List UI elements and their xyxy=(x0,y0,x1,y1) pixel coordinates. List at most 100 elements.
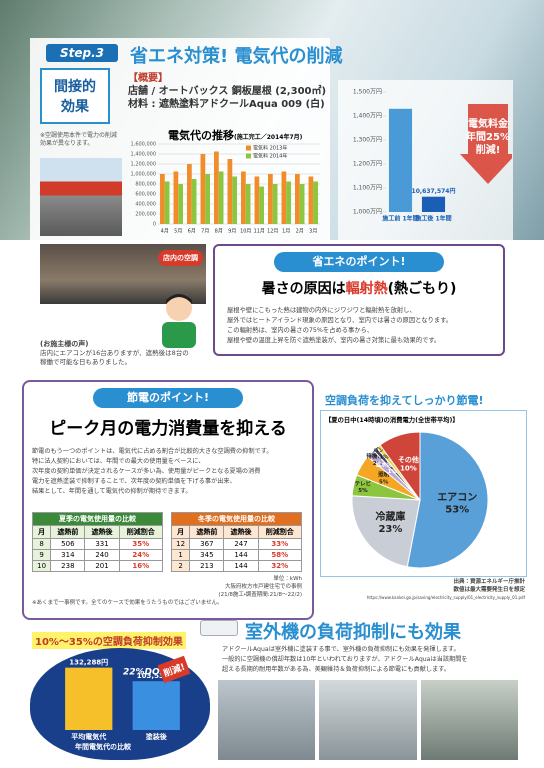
pie-heading: 空調負荷を抑えてしっかり節電! xyxy=(325,394,484,407)
table-cell: 9 xyxy=(31,549,52,561)
x-tick-label: 4月 xyxy=(161,229,169,235)
tables: 夏季の電気使用量の比較月遮熱前 遮熱後 削減割合 8 506 331 35% 9 314 240 2… xyxy=(31,512,303,572)
text-line: アドクールAquaは室外機に塗装する事で、室外機の負荷抑制にも効果を発揮します。 xyxy=(222,646,460,653)
x-tick-label: 10月 xyxy=(240,229,251,235)
point1-text: 屋根や壁にこもった熱は建物の内外にジワジワと輻射熱を放射し、 屋外ではヒートアイ… xyxy=(227,306,503,346)
photo xyxy=(218,680,316,760)
slice-label: テレビ xyxy=(355,479,372,487)
table-cell: 10 xyxy=(31,560,52,572)
x-tick-label: 施工後 1年間 xyxy=(415,215,451,223)
legend-swatch xyxy=(246,153,251,159)
point2-box: 節電のポイント! ピーク月の電力消費量を抑える 節電のもう一つのポイントは、電気… xyxy=(22,380,314,620)
pie-title: 【夏の日中(14時頃)の消費電力(全世帯平均)】 xyxy=(325,417,459,424)
table-row: 10 238 201 16% xyxy=(31,560,164,572)
point2-header: 節電のポイント! xyxy=(93,388,243,408)
y-tick-label: 1,000万円 xyxy=(353,209,382,216)
store-photo xyxy=(40,158,122,236)
annotation: 年間25% xyxy=(466,130,510,143)
overview: 【概要】 店舗 / オートバックス 銅板屋根 (2,300㎡) 材料 : 遮熱塗… xyxy=(128,72,326,111)
table-cell: 247 xyxy=(223,538,259,550)
y-tick-label: 600,000 xyxy=(135,192,156,198)
y-tick-label: 1,400,000 xyxy=(131,152,156,158)
headline-part: 暑さの原因は xyxy=(261,281,346,297)
y-tick-label: 1,400万円 xyxy=(353,113,382,120)
x-tick-label: 9月 xyxy=(228,229,236,235)
source-line: 数値は最大需要発生日を想定 xyxy=(453,587,525,593)
hair xyxy=(166,294,192,304)
table-cell: 1 xyxy=(170,549,191,561)
badge-line: 間接的 xyxy=(54,79,96,95)
person-illustration xyxy=(162,294,196,348)
bar xyxy=(295,174,300,224)
pie-chart: エアコン53%冷蔵庫23%テレビ5%照明5%待機電力2%温水洗浄便座1%パソコン… xyxy=(351,431,489,569)
bar xyxy=(218,171,224,224)
y-tick-label: 1,300万円 xyxy=(353,137,382,144)
note-line: 単位：kWh xyxy=(273,576,302,582)
bar xyxy=(132,681,180,730)
legend-swatch xyxy=(246,145,251,151)
slice-label: 冷蔵庫 xyxy=(375,510,405,523)
table-row: 9 314 240 24% xyxy=(31,549,164,561)
table-row: 12 367 247 33% xyxy=(170,538,303,550)
point1-header: 省エネのポイント! xyxy=(274,252,444,272)
table-title: 夏季の電気使用量の比較 xyxy=(32,512,163,526)
table-cell: 144 xyxy=(223,549,259,561)
face xyxy=(166,295,192,321)
chart-title: 電気代の推移(施工完工／2014年7月) xyxy=(168,127,302,143)
bar xyxy=(268,174,273,224)
bar xyxy=(241,171,246,224)
table-cell: 240 xyxy=(84,549,120,561)
annual-chart: 1,000万円 1,100万円 1,200万円 1,300万円 1,400万円 1,500… xyxy=(353,89,512,223)
y-tick-label: 400,000 xyxy=(135,202,156,208)
table-cell: 201 xyxy=(84,560,120,572)
slice-value: 1% xyxy=(387,469,397,475)
annotation: 電気料金 xyxy=(468,117,509,130)
y-tick-label: 0 xyxy=(153,222,156,228)
table-cell: 345 xyxy=(189,549,225,561)
bar xyxy=(254,176,260,224)
table-cell: 12 xyxy=(170,538,191,550)
x-tick-label: 6月 xyxy=(188,229,196,235)
badge-line: 効果 xyxy=(61,99,89,115)
headline-part: (熱ごもり) xyxy=(387,281,457,297)
slice-value: 10% xyxy=(400,465,417,473)
x-tick-label: 塗装後 xyxy=(146,732,168,740)
bar xyxy=(200,154,206,224)
source-url: https://www.kankei.go.jp/saving/electric… xyxy=(366,595,525,600)
usage-table: 冬季の電気使用量の比較月遮熱前 遮熱後 削減割合 12 367 247 33% 1 345 144… xyxy=(170,512,303,572)
y-tick-label: 1,000,000 xyxy=(131,172,156,178)
slice-value: 53% xyxy=(445,505,469,516)
note-line: (21/8施工・調査期間:21/8〜22/2) xyxy=(218,592,302,598)
x-tick-label: 11月 xyxy=(254,229,265,235)
column-header: 遮熱前 xyxy=(50,525,86,539)
y-tick-label: 1,500万円 xyxy=(353,89,382,96)
bar xyxy=(272,184,278,224)
value-label: 103,534円 xyxy=(137,672,176,680)
text-line: 結果として、年間を通して電気代の抑制が期待できます。 xyxy=(32,488,192,495)
note-line: 大阪府枚方市戸建住宅での事例 xyxy=(224,584,302,590)
bar xyxy=(214,151,219,224)
legend-label: 電気料 2013年 xyxy=(253,145,287,152)
column-header: 削減割合 xyxy=(118,525,164,539)
table-cell: 35% xyxy=(118,538,164,550)
outdoor-text: アドクールAquaは室外機に塗装する事で、室外機の負荷抑制にも効果を発揮します。… xyxy=(222,645,468,675)
usage-table: 夏季の電気使用量の比較月遮熱前 遮熱後 削減割合 8 506 331 35% 9 314 240 2… xyxy=(31,512,164,572)
x-tick-label: 7月 xyxy=(201,229,209,235)
headline-part: 輻射熱 xyxy=(345,281,388,297)
slice-value: 5% xyxy=(379,479,389,485)
x-tick-label: 12月 xyxy=(267,229,278,235)
x-tick-label: 1月 xyxy=(282,229,290,235)
text-line: 屋根や壁の温度上昇を防ぐ遮熱塗装が、室内の暑さ対策に最も効果的です。 xyxy=(227,337,441,344)
y-tick-label: 800,000 xyxy=(135,182,156,188)
y-tick-label: 1,100万円 xyxy=(353,185,382,192)
column-header: 月 xyxy=(31,525,52,539)
table-cell: 8 xyxy=(31,538,52,550)
outdoor-photos xyxy=(218,680,518,760)
table-cell: 16% xyxy=(118,560,164,572)
slice-value: 2% xyxy=(373,461,383,467)
table-header-row: 月遮熱前 遮熱後 削減割合 xyxy=(170,525,303,539)
table-row: 2 213 144 32% xyxy=(170,560,303,572)
bar xyxy=(187,164,192,224)
